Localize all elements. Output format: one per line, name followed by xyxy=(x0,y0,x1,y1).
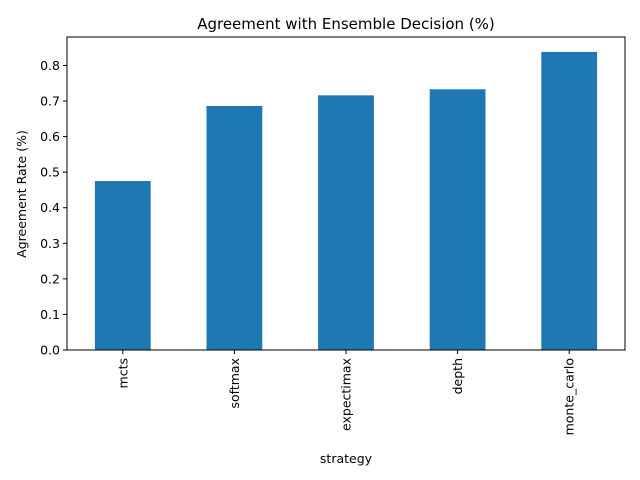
y-tick-label: 0.8 xyxy=(40,58,60,73)
x-tick-label: monte_carlo xyxy=(562,358,577,435)
y-tick-label: 0.3 xyxy=(40,236,60,251)
x-tick-label: depth xyxy=(450,358,465,394)
y-tick-label: 0.1 xyxy=(40,307,60,322)
bar-softmax xyxy=(206,106,263,350)
bar-monte_carlo xyxy=(541,51,598,351)
x-tick-label: softmax xyxy=(227,358,242,408)
plot-frame xyxy=(66,36,626,351)
y-tick-label: 0.4 xyxy=(40,200,60,215)
y-axis: 0.0 0.1 0.2 0.3 0.4 0.5 0.6 0.7 0.8 xyxy=(40,58,67,358)
bar-expectimax xyxy=(318,95,374,350)
y-tick-label: 0.2 xyxy=(40,271,60,286)
x-axis-label: strategy xyxy=(320,451,373,466)
x-axis: mcts softmax expectimax depth monte_carlo xyxy=(115,350,577,435)
bar-mcts xyxy=(94,181,151,350)
y-axis-label: Agreement Rate (%) xyxy=(14,130,29,258)
x-tick-label: expectimax xyxy=(339,358,354,431)
y-tick-label: 0.0 xyxy=(40,343,60,358)
bar-depth xyxy=(429,89,486,351)
chart-title: Agreement with Ensemble Decision (%) xyxy=(197,15,495,33)
bar-series xyxy=(94,51,598,351)
y-tick-label: 0.7 xyxy=(40,94,60,109)
y-tick-label: 0.6 xyxy=(40,129,60,144)
x-tick-label: mcts xyxy=(115,358,130,388)
y-tick-label: 0.5 xyxy=(40,165,60,180)
